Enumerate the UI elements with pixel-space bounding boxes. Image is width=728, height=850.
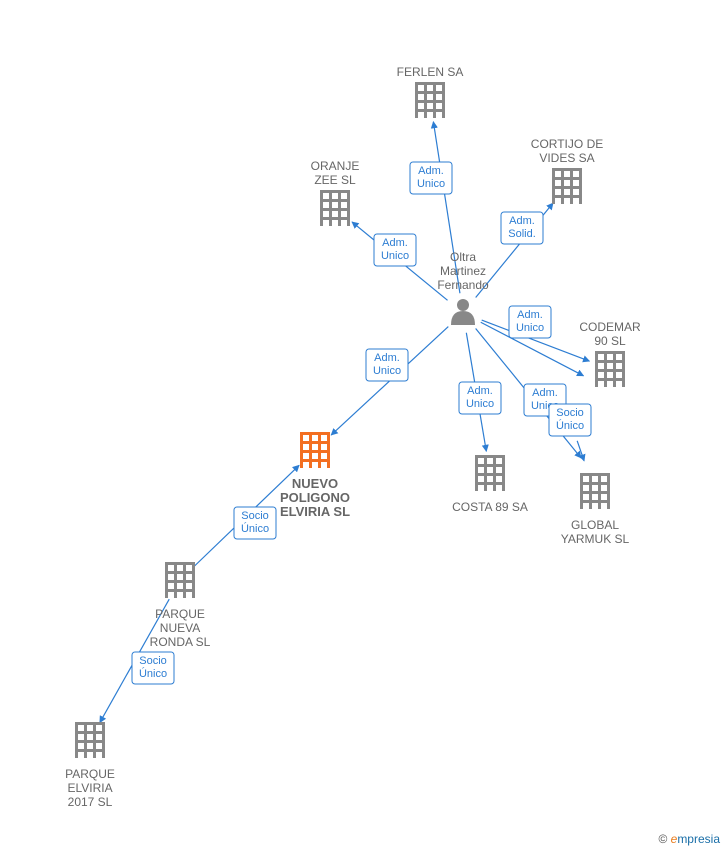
node-label: PARQUE [65, 767, 115, 781]
node-label: POLIGONO [280, 490, 350, 505]
network-diagram: Adm.UnicoAdm.Solid.Adm.UnicoAdm.UnicoAdm… [0, 0, 728, 850]
node-label: ZEE SL [314, 173, 356, 187]
edge-label: Adm. [467, 385, 493, 397]
node-codemar: CODEMAR90 SL [579, 320, 641, 387]
node-nuevo: NUEVOPOLIGONOELVIRIA SL [280, 432, 350, 519]
node-label: NUEVO [292, 476, 338, 491]
node-global: GLOBALYARMUK SL [561, 473, 630, 546]
node-person: OltraMartinezFernando [437, 250, 489, 325]
node-costa: COSTA 89 SA [452, 455, 528, 514]
node-label: Martinez [440, 264, 486, 278]
edge-label: Solid. [508, 228, 536, 240]
node-label: COSTA 89 SA [452, 500, 528, 514]
node-label: CORTIJO DE [531, 137, 603, 151]
node-label: Fernando [437, 278, 489, 292]
node-label: ORANJE [311, 159, 360, 173]
node-label: PARQUE [155, 607, 205, 621]
brand-rest: mpresia [677, 832, 720, 846]
node-label: ELVIRIA SL [280, 504, 350, 519]
node-cortijo: CORTIJO DEVIDES SA [531, 137, 603, 204]
node-label: CODEMAR [579, 320, 641, 334]
edge-label: Socio [139, 655, 167, 667]
edge-label: Unico [516, 322, 544, 334]
edge-label: Adm. [382, 237, 408, 249]
edge-label: Unico [381, 250, 409, 262]
node-oranje: ORANJEZEE SL [311, 159, 360, 226]
edge-label: Único [556, 419, 584, 432]
node-label: 90 SL [594, 334, 626, 348]
edge-label: Unico [373, 365, 401, 377]
node-label: 2017 SL [68, 795, 113, 809]
edge-label: Adm. [517, 309, 543, 321]
node-label: RONDA SL [150, 635, 211, 649]
footer-copyright: © empresia [658, 832, 720, 846]
edge-label: Unico [466, 398, 494, 410]
node-label: FERLEN SA [397, 65, 464, 79]
edge-label: Único [241, 522, 269, 535]
edge-label: Socio [241, 510, 269, 522]
node-label: NUEVA [160, 621, 200, 635]
edge-label: Socio [556, 407, 584, 419]
edge-label: Adm. [532, 387, 558, 399]
edge-label: Unico [417, 178, 445, 190]
copyright-symbol: © [658, 832, 667, 846]
node-label: Oltra [450, 250, 476, 264]
edge-label: Adm. [418, 165, 444, 177]
node-label: YARMUK SL [561, 532, 630, 546]
node-label: ELVIRIA [67, 781, 112, 795]
node-parque_r: PARQUENUEVARONDA SL [150, 562, 211, 649]
node-parque_e: PARQUEELVIRIA2017 SL [65, 722, 115, 809]
node-ferlen: FERLEN SA [397, 65, 464, 118]
node-label: VIDES SA [539, 151, 594, 165]
edge-label: Adm. [374, 352, 400, 364]
node-label: GLOBAL [571, 518, 619, 532]
edge-label: Único [139, 667, 167, 680]
edge-label: Adm. [509, 215, 535, 227]
